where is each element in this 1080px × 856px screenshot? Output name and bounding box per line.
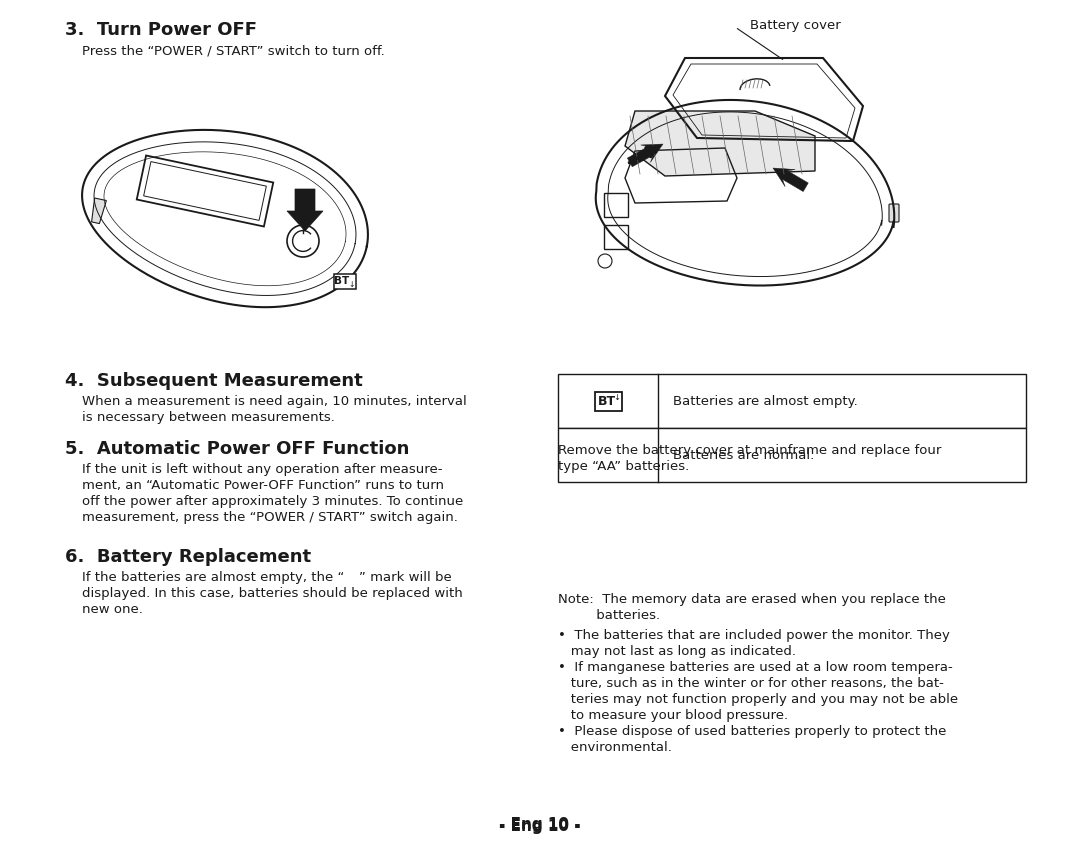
FancyBboxPatch shape xyxy=(334,274,356,289)
Text: ment, an “Automatic Power-OFF Function” runs to turn: ment, an “Automatic Power-OFF Function” … xyxy=(82,479,444,492)
FancyBboxPatch shape xyxy=(604,193,627,217)
Text: Note:  The memory data are erased when you replace the: Note: The memory data are erased when yo… xyxy=(558,593,946,606)
Text: batteries.: batteries. xyxy=(558,609,660,622)
Polygon shape xyxy=(92,198,106,223)
Text: - Eng 10 -: - Eng 10 - xyxy=(499,817,581,831)
Text: Press the “POWER / START” switch to turn off.: Press the “POWER / START” switch to turn… xyxy=(82,44,384,57)
Text: may not last as long as indicated.: may not last as long as indicated. xyxy=(558,645,796,658)
Text: is necessary between measurements.: is necessary between measurements. xyxy=(82,411,335,424)
FancyBboxPatch shape xyxy=(594,391,621,411)
Text: Battery cover: Battery cover xyxy=(750,19,840,32)
Text: ” mark will be: ” mark will be xyxy=(359,571,451,584)
Polygon shape xyxy=(287,189,323,231)
Text: BT: BT xyxy=(598,395,616,407)
Text: Remove the battery cover at mainframe and replace four: Remove the battery cover at mainframe an… xyxy=(558,444,942,457)
Text: If the unit is left without any operation after measure-: If the unit is left without any operatio… xyxy=(82,463,443,476)
Text: BT: BT xyxy=(335,276,350,286)
Text: displayed. In this case, batteries should be replaced with: displayed. In this case, batteries shoul… xyxy=(82,587,462,600)
Text: ↓: ↓ xyxy=(613,393,621,401)
Polygon shape xyxy=(625,111,815,176)
Text: ture, such as in the winter or for other reasons, the bat-: ture, such as in the winter or for other… xyxy=(558,677,944,690)
Text: Batteries are normal.: Batteries are normal. xyxy=(673,449,814,461)
Text: teries may not function properly and you may not be able: teries may not function properly and you… xyxy=(558,693,958,706)
Polygon shape xyxy=(773,168,808,192)
Text: environmental.: environmental. xyxy=(558,741,672,754)
Text: If the batteries are almost empty, the “: If the batteries are almost empty, the “ xyxy=(82,571,345,584)
Text: 6.  Battery Replacement: 6. Battery Replacement xyxy=(65,548,311,566)
Text: type “AA” batteries.: type “AA” batteries. xyxy=(558,460,689,473)
Text: •  The batteries that are included power the monitor. They: • The batteries that are included power … xyxy=(558,629,950,642)
FancyBboxPatch shape xyxy=(889,204,899,222)
Text: 3.  Turn Power OFF: 3. Turn Power OFF xyxy=(65,21,257,39)
Polygon shape xyxy=(627,144,663,167)
FancyBboxPatch shape xyxy=(604,225,627,249)
Bar xyxy=(558,374,1026,428)
Text: 4.  Subsequent Measurement: 4. Subsequent Measurement xyxy=(65,372,363,390)
Text: •  Please dispose of used batteries properly to protect the: • Please dispose of used batteries prope… xyxy=(558,725,946,738)
Text: measurement, press the “POWER / START” switch again.: measurement, press the “POWER / START” s… xyxy=(82,511,458,524)
Text: 5.  Automatic Power OFF Function: 5. Automatic Power OFF Function xyxy=(65,440,409,458)
Text: •  If manganese batteries are used at a low room tempera-: • If manganese batteries are used at a l… xyxy=(558,661,953,674)
Text: When a measurement is need again, 10 minutes, interval: When a measurement is need again, 10 min… xyxy=(82,395,467,408)
Bar xyxy=(558,428,1026,482)
Text: - Eng 10 -: - Eng 10 - xyxy=(499,819,581,834)
Text: ↓: ↓ xyxy=(349,280,355,288)
Text: Batteries are almost empty.: Batteries are almost empty. xyxy=(673,395,858,407)
Text: new one.: new one. xyxy=(82,603,143,616)
Text: to measure your blood pressure.: to measure your blood pressure. xyxy=(558,709,788,722)
Text: off the power after approximately 3 minutes. To continue: off the power after approximately 3 minu… xyxy=(82,495,463,508)
